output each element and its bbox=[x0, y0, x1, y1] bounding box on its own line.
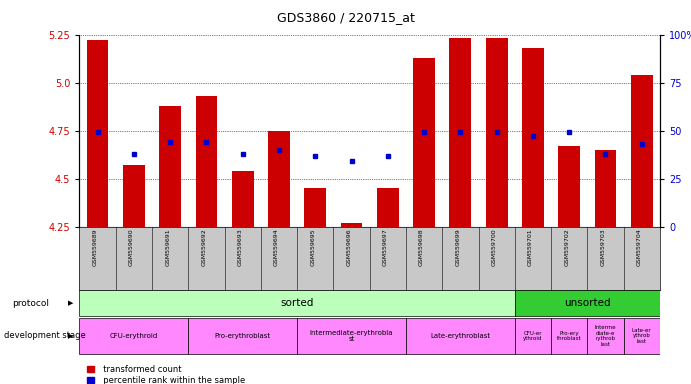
Text: Late-erythroblast: Late-erythroblast bbox=[430, 333, 491, 339]
Bar bbox=[341, 223, 362, 227]
Text: GSM559701: GSM559701 bbox=[528, 228, 533, 266]
Bar bbox=[297, 318, 406, 354]
Text: ▶: ▶ bbox=[68, 333, 73, 339]
Bar bbox=[304, 188, 326, 227]
Text: unsorted: unsorted bbox=[564, 298, 611, 308]
Bar bbox=[623, 318, 660, 354]
Text: GSM559703: GSM559703 bbox=[600, 228, 605, 266]
Bar bbox=[188, 318, 297, 354]
Bar bbox=[79, 318, 188, 354]
Bar bbox=[486, 38, 507, 227]
Text: GSM559700: GSM559700 bbox=[492, 228, 497, 266]
Bar bbox=[196, 96, 217, 227]
Text: sorted: sorted bbox=[281, 298, 314, 308]
Bar bbox=[123, 165, 145, 227]
Bar bbox=[551, 318, 587, 354]
Text: CFU-erythroid: CFU-erythroid bbox=[110, 333, 158, 339]
Text: Intermediate-erythrobla
st: Intermediate-erythrobla st bbox=[310, 330, 393, 342]
Bar bbox=[231, 171, 254, 227]
Bar bbox=[86, 40, 108, 227]
Text: Pro-ery
throblast: Pro-ery throblast bbox=[557, 331, 582, 341]
Text: GSM559704: GSM559704 bbox=[637, 228, 642, 266]
Text: GSM559690: GSM559690 bbox=[129, 228, 134, 266]
Bar bbox=[413, 58, 435, 227]
Text: development stage: development stage bbox=[4, 331, 86, 341]
Bar bbox=[587, 318, 623, 354]
Bar bbox=[594, 150, 616, 227]
Text: GSM559702: GSM559702 bbox=[565, 228, 569, 266]
Bar bbox=[406, 318, 515, 354]
Text: protocol: protocol bbox=[12, 299, 49, 308]
Bar bbox=[268, 131, 290, 227]
Bar bbox=[515, 290, 660, 316]
Text: GSM559692: GSM559692 bbox=[202, 228, 207, 266]
Bar bbox=[631, 75, 652, 227]
Text: GSM559698: GSM559698 bbox=[419, 228, 424, 266]
Bar bbox=[515, 318, 551, 354]
Text: Late-er
ythrob
last: Late-er ythrob last bbox=[632, 328, 652, 344]
Text: GSM559693: GSM559693 bbox=[238, 228, 243, 266]
Bar bbox=[377, 188, 399, 227]
Text: GSM559691: GSM559691 bbox=[165, 228, 170, 266]
Bar bbox=[522, 48, 544, 227]
Text: ▶: ▶ bbox=[68, 300, 73, 306]
Text: GSM559696: GSM559696 bbox=[347, 228, 352, 266]
Text: Pro-erythroblast: Pro-erythroblast bbox=[215, 333, 271, 339]
Text: Interme
diate-e
rythrob
last: Interme diate-e rythrob last bbox=[595, 325, 616, 347]
Bar bbox=[558, 146, 580, 227]
Text: CFU-er
ythroid: CFU-er ythroid bbox=[523, 331, 542, 341]
Text: GSM559689: GSM559689 bbox=[93, 228, 97, 266]
Bar bbox=[449, 38, 471, 227]
Bar bbox=[79, 290, 515, 316]
Text: GSM559694: GSM559694 bbox=[274, 228, 279, 266]
Text: GDS3860 / 220715_at: GDS3860 / 220715_at bbox=[276, 12, 415, 25]
Bar bbox=[159, 106, 181, 227]
Text: GSM559697: GSM559697 bbox=[383, 228, 388, 266]
Text: GSM559695: GSM559695 bbox=[310, 228, 315, 266]
Text: GSM559699: GSM559699 bbox=[455, 228, 460, 266]
Legend:   transformed count,   percentile rank within the sample: transformed count, percentile rank withi… bbox=[84, 361, 248, 384]
